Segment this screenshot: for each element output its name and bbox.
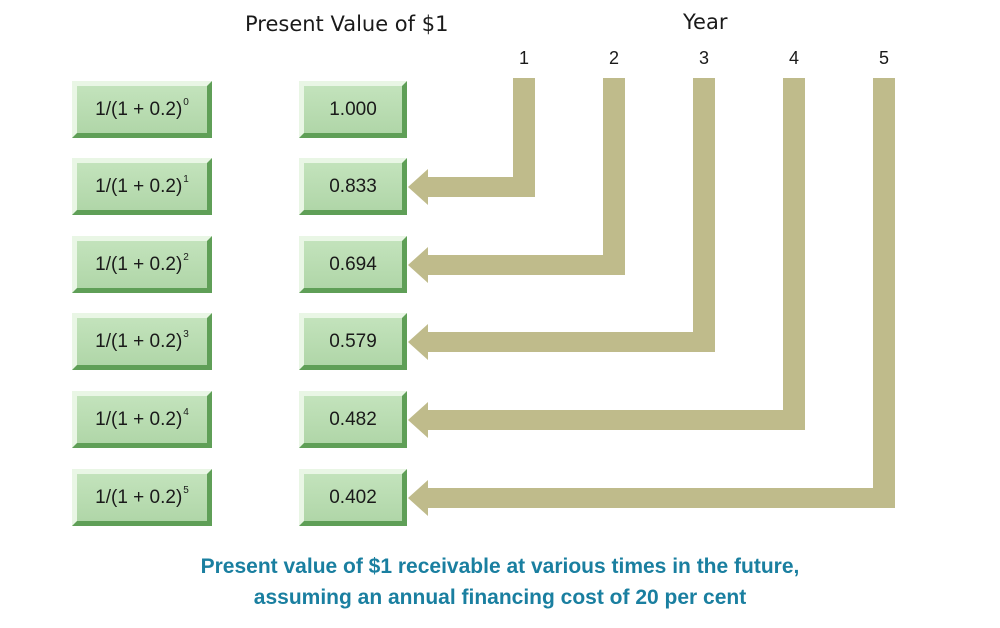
caption-line-2: assuming an annual financing cost of 20 … — [253, 586, 747, 609]
formula-text: 1/(1 + 0.2) — [95, 330, 183, 352]
value-text: 1.000 — [329, 98, 377, 120]
present-value-heading: Present Value of $1 — [245, 12, 449, 36]
value-box-2: 0.694 — [299, 236, 407, 293]
formula-box-2: 1/(1 + 0.2)2 — [72, 236, 212, 293]
formula-box-3: 1/(1 + 0.2)3 — [72, 313, 212, 370]
year-label-1: 1 — [518, 48, 529, 68]
formula-box-4: 1/(1 + 0.2)4 — [72, 391, 212, 448]
value-text: 0.579 — [329, 330, 377, 352]
formula-box-5: 1/(1 + 0.2)5 — [72, 469, 212, 526]
arrow-year-2 — [408, 78, 625, 283]
formula-text: 1/(1 + 0.2) — [95, 408, 183, 430]
value-box-5: 0.402 — [299, 469, 407, 526]
value-box-1: 0.833 — [299, 158, 407, 215]
formula-box-0: 1/(1 + 0.2)0 — [72, 81, 212, 138]
formula-exponent: 4 — [183, 407, 189, 419]
formula-exponent: 0 — [183, 97, 189, 109]
value-text: 0.402 — [329, 486, 377, 508]
value-box-0: 1.000 — [299, 81, 407, 138]
value-box-3: 0.579 — [299, 313, 407, 370]
arrow-year-1 — [408, 78, 535, 205]
value-text: 0.694 — [329, 253, 377, 275]
year-heading: Year — [683, 10, 728, 34]
value-box-4: 0.482 — [299, 391, 407, 448]
formula-text: 1/(1 + 0.2) — [95, 486, 183, 508]
formula-box-1: 1/(1 + 0.2)1 — [72, 158, 212, 215]
caption: Present value of $1 receivable at variou… — [0, 551, 1000, 613]
caption-line-1: Present value of $1 receivable at variou… — [200, 555, 800, 578]
formula-text: 1/(1 + 0.2) — [95, 253, 183, 275]
formula-exponent: 3 — [183, 329, 189, 341]
value-text: 0.833 — [329, 175, 377, 197]
formula-exponent: 2 — [183, 252, 189, 264]
formula-text: 1/(1 + 0.2) — [95, 98, 183, 120]
formula-text: 1/(1 + 0.2) — [95, 175, 183, 197]
year-label-2: 2 — [608, 48, 619, 68]
formula-exponent: 5 — [183, 485, 189, 497]
year-label-5: 5 — [878, 48, 889, 68]
year-label-3: 3 — [698, 48, 709, 68]
formula-exponent: 1 — [183, 174, 189, 186]
value-text: 0.482 — [329, 408, 377, 430]
year-label-4: 4 — [788, 48, 799, 68]
arrow-year-5 — [408, 78, 895, 516]
arrow-year-3 — [408, 78, 715, 360]
